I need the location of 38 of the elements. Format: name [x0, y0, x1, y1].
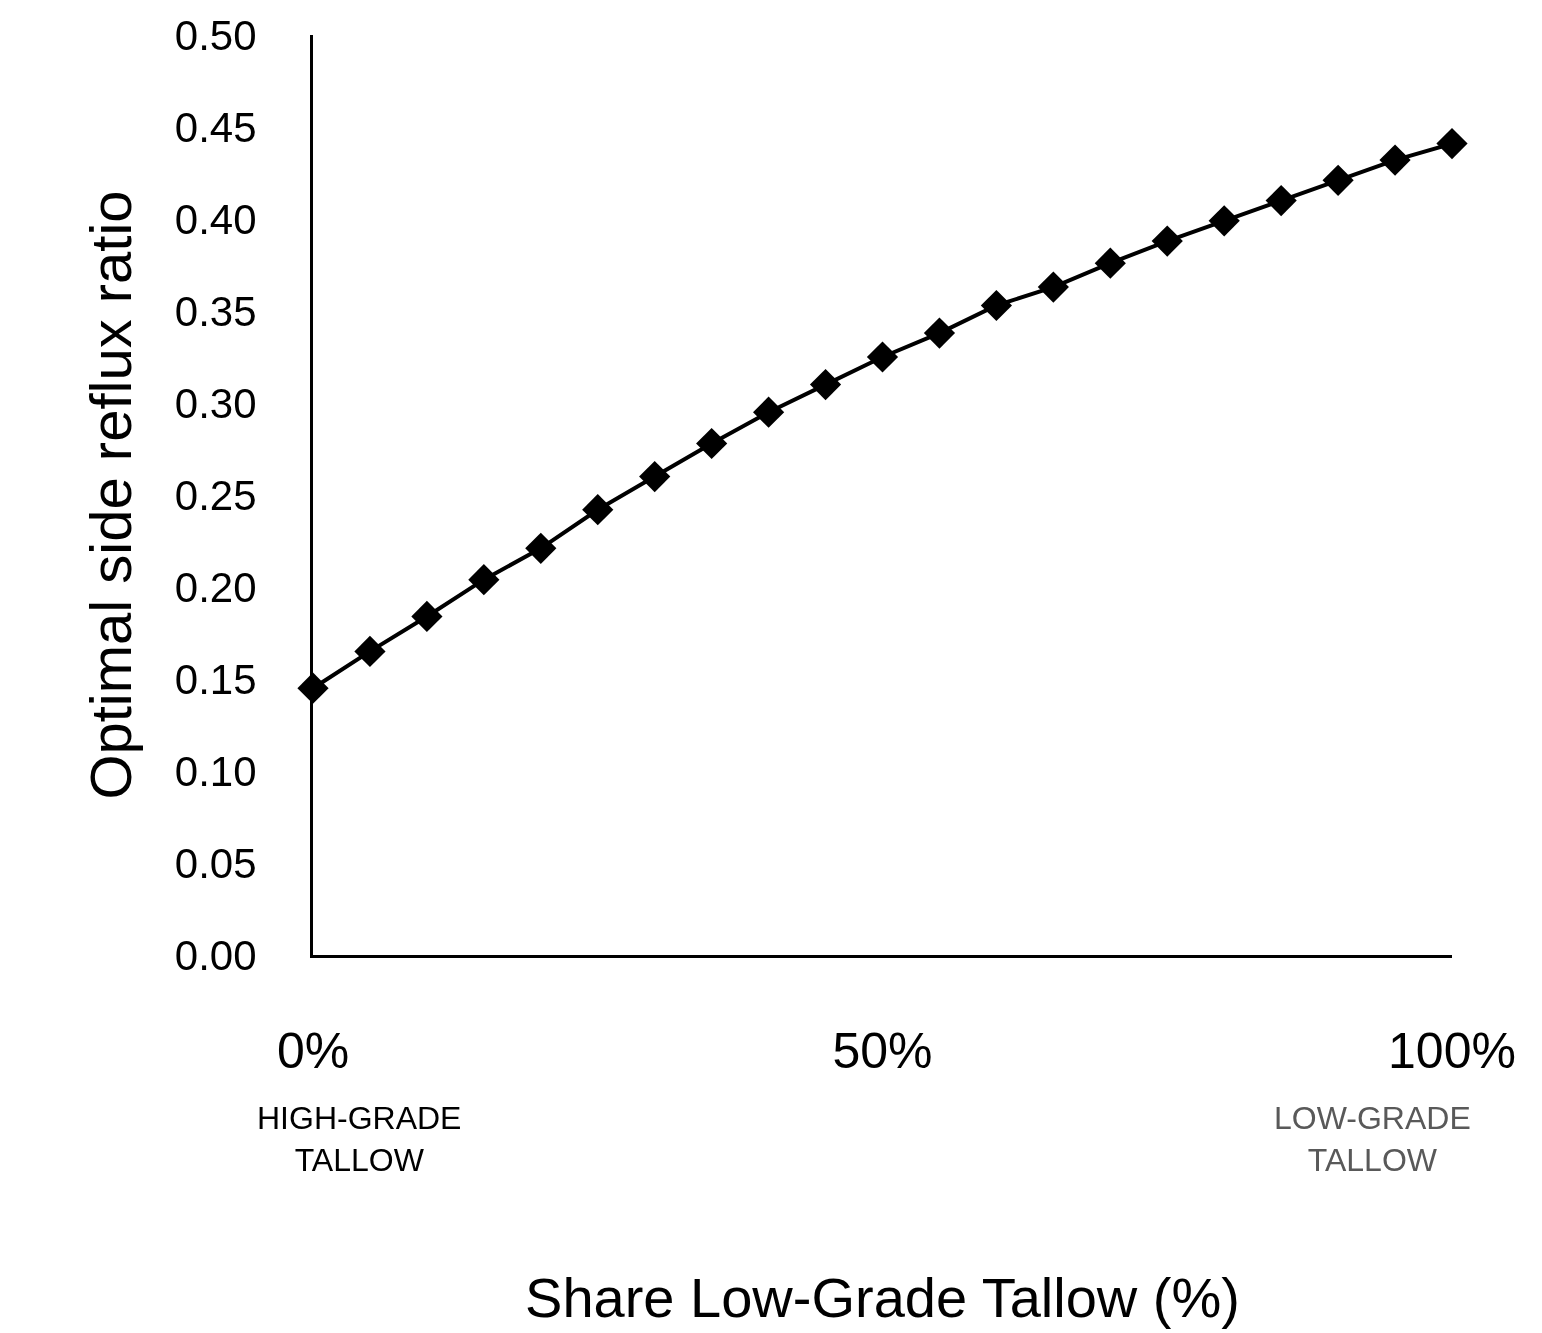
x-tick-label: 50%	[832, 1023, 933, 1079]
x-tick-label: 100%	[1388, 1023, 1516, 1079]
point	[1379, 144, 1411, 176]
point	[1151, 225, 1183, 257]
y-tick-label: 0.00	[174, 931, 257, 979]
point	[1436, 127, 1468, 160]
y-tick-label: 0.05	[174, 839, 257, 887]
text: LOW-GRADE TALLOW	[1274, 1100, 1471, 1178]
point	[696, 427, 728, 460]
y-tick-label: 0.25	[174, 471, 257, 519]
x-tick-label: 0%	[276, 1023, 350, 1079]
y-tick-label: 0.40	[174, 195, 257, 243]
point	[525, 532, 557, 564]
point	[1208, 205, 1240, 237]
text: HIGH-GRADE TALLOW	[257, 1100, 462, 1178]
point	[582, 494, 614, 526]
y-tick-label: 0.20	[174, 563, 257, 611]
point	[639, 461, 671, 493]
point	[1265, 185, 1297, 217]
point	[866, 341, 899, 373]
point	[1094, 247, 1126, 279]
y-tick-label: 0.10	[174, 747, 257, 795]
y-tick-label: 0.35	[174, 287, 257, 335]
point	[468, 564, 500, 596]
y-tick-label: 0.50	[174, 11, 257, 59]
y-tick-label: 0.30	[174, 379, 257, 427]
y-tick-label: 0.45	[174, 103, 257, 151]
y-tick-label: 0.15	[174, 655, 257, 703]
point	[980, 289, 1012, 322]
point	[809, 369, 842, 401]
point	[354, 635, 386, 667]
point	[1037, 271, 1069, 303]
x-axis-title: Share Low-Grade Tallow (%)	[525, 1265, 1240, 1329]
point	[411, 600, 443, 633]
point	[923, 317, 956, 349]
point	[753, 396, 785, 428]
y-axis-title: Optimal side reflux ratio	[78, 190, 144, 800]
point	[1322, 164, 1354, 196]
